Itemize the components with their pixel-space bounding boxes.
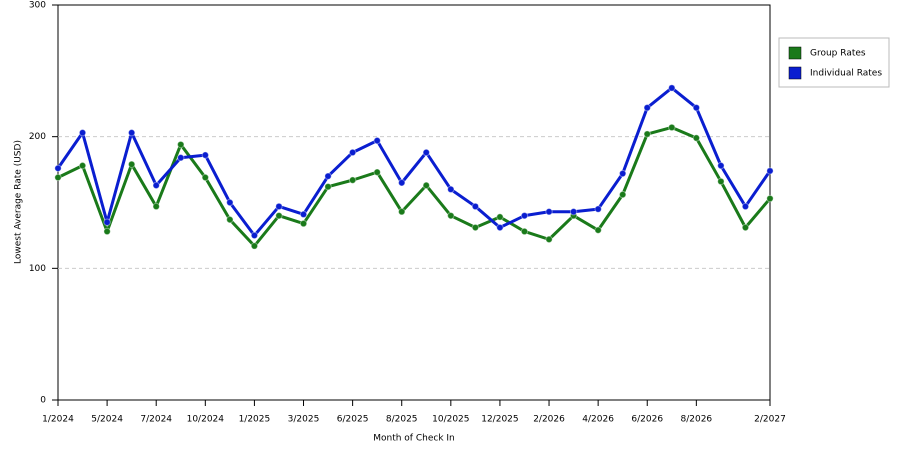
- data-point: [447, 211, 455, 220]
- x-tick-label: 6/2025: [337, 415, 369, 425]
- data-point: [373, 136, 381, 145]
- x-tick-label: 4/2026: [582, 415, 614, 425]
- data-point: [348, 176, 357, 184]
- data-point: [520, 211, 529, 220]
- x-tick-label: 7/2024: [140, 415, 172, 425]
- data-point: [569, 208, 578, 216]
- data-point: [643, 130, 651, 138]
- series-line: [56, 86, 772, 237]
- data-point: [471, 223, 480, 232]
- x-tick-label: 8/2025: [386, 415, 418, 425]
- data-point: [471, 202, 480, 211]
- data-point: [545, 208, 553, 216]
- y-tick-label: 100: [29, 264, 46, 274]
- data-point: [250, 242, 259, 250]
- data-point: [275, 211, 283, 220]
- data-point: [226, 215, 234, 224]
- data-point: [766, 167, 774, 175]
- y-tick-label: 300: [29, 1, 46, 11]
- data-point: [618, 169, 627, 178]
- data-point: [594, 226, 602, 234]
- data-point: [201, 173, 210, 182]
- data-point: [447, 185, 455, 194]
- legend-swatch: [788, 66, 802, 80]
- data-point: [275, 202, 283, 211]
- data-point: [594, 205, 602, 213]
- y-tick-label: 200: [29, 132, 46, 142]
- data-point: [668, 123, 676, 132]
- series-line: [57, 125, 772, 248]
- data-point: [127, 160, 136, 169]
- x-tick-label: 2/2027: [754, 415, 786, 425]
- data-point: [692, 104, 701, 112]
- data-point: [324, 183, 332, 191]
- data-point: [201, 151, 210, 159]
- legend-box: [778, 37, 890, 88]
- x-tick-label: 1/2024: [42, 415, 74, 425]
- plot-frame: [57, 4, 771, 401]
- data-point: [741, 202, 750, 211]
- data-point: [398, 179, 406, 187]
- data-point: [299, 210, 308, 219]
- y-tick-label: 0: [40, 396, 46, 406]
- legend-swatch: [788, 46, 802, 60]
- x-tick-label: 5/2024: [91, 415, 123, 425]
- data-point: [78, 129, 87, 137]
- data-point: [348, 148, 357, 157]
- data-point: [373, 168, 381, 176]
- data-point: [398, 208, 406, 216]
- legend-label: Individual Rates: [810, 69, 882, 79]
- data-point: [741, 223, 750, 232]
- data-point: [152, 202, 160, 211]
- data-point: [54, 164, 62, 172]
- x-tick-label: 1/2025: [239, 415, 271, 425]
- x-tick-label: 10/2025: [432, 415, 469, 425]
- x-axis-label: Month of Check In: [373, 434, 455, 444]
- data-point: [177, 154, 185, 162]
- y-axis-label: Lowest Average Rate (USD): [14, 140, 24, 264]
- data-point: [250, 231, 259, 240]
- data-point: [226, 198, 234, 207]
- x-tick-label: 8/2026: [681, 415, 713, 425]
- data-point: [152, 181, 160, 190]
- data-point: [717, 177, 725, 186]
- x-tick-label: 12/2025: [481, 415, 518, 425]
- data-point: [103, 227, 111, 236]
- data-point: [78, 161, 87, 170]
- x-tick-label: 2/2026: [533, 415, 565, 425]
- data-point: [692, 134, 701, 142]
- data-point: [717, 161, 725, 170]
- x-tick-label: 3/2025: [288, 415, 320, 425]
- data-point: [668, 84, 676, 92]
- data-point: [643, 104, 651, 112]
- data-point: [766, 194, 774, 203]
- data-point: [545, 235, 553, 244]
- data-point: [299, 219, 308, 228]
- data-point: [54, 173, 62, 182]
- data-point: [103, 218, 111, 226]
- data-point: [520, 227, 529, 236]
- data-point: [618, 190, 627, 199]
- x-tick-label: 10/2024: [187, 415, 225, 425]
- x-tick-label: 6/2026: [631, 415, 663, 425]
- data-point: [496, 223, 504, 232]
- legend-label: Group Rates: [810, 49, 866, 59]
- data-point: [127, 129, 136, 137]
- data-point: [496, 213, 504, 221]
- data-point: [177, 140, 185, 149]
- data-point: [324, 172, 332, 180]
- data-point: [422, 181, 430, 190]
- data-point: [422, 148, 430, 157]
